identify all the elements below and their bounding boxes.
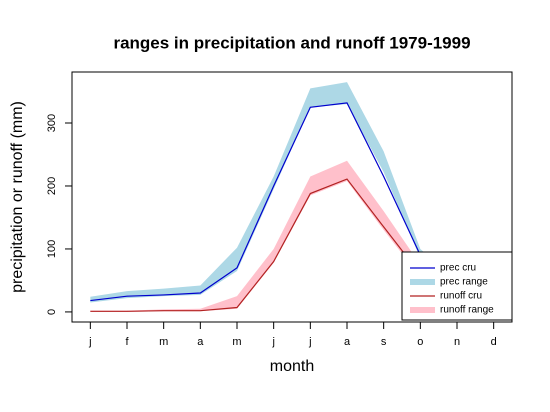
x-tick-label: o — [417, 336, 423, 348]
y-axis-label: precipitation or runoff (mm) — [9, 101, 26, 293]
x-tick-label: m — [232, 336, 241, 348]
x-tick-label: d — [491, 336, 497, 348]
x-tick-label: n — [454, 336, 460, 348]
x-tick-label: s — [381, 336, 387, 348]
x-tick-label: a — [197, 336, 204, 348]
x-tick-label: m — [159, 336, 168, 348]
y-tick-label: 0 — [46, 309, 58, 315]
legend-label: runoff cru — [440, 291, 482, 302]
legend-label: prec cru — [440, 263, 476, 274]
plot-frame — [71, 71, 513, 323]
y-tick-label: 100 — [46, 240, 58, 258]
x-axis-label: month — [270, 358, 314, 375]
legend-label: runoff range — [440, 305, 494, 316]
x-tick-label: f — [125, 336, 129, 348]
legend: prec cru prec range runoff cru runoff range — [401, 251, 513, 321]
x-tick-label: j — [88, 336, 91, 348]
y-tick-label: 200 — [46, 177, 58, 195]
x-tick-label: j — [308, 336, 311, 348]
chart-title: ranges in precipitation and runoff 1979-… — [113, 33, 470, 52]
y-tick-label: 300 — [46, 114, 58, 132]
x-tick-label: a — [344, 336, 351, 348]
legend-label: prec range — [440, 277, 488, 288]
x-tick-label: j — [271, 336, 274, 348]
